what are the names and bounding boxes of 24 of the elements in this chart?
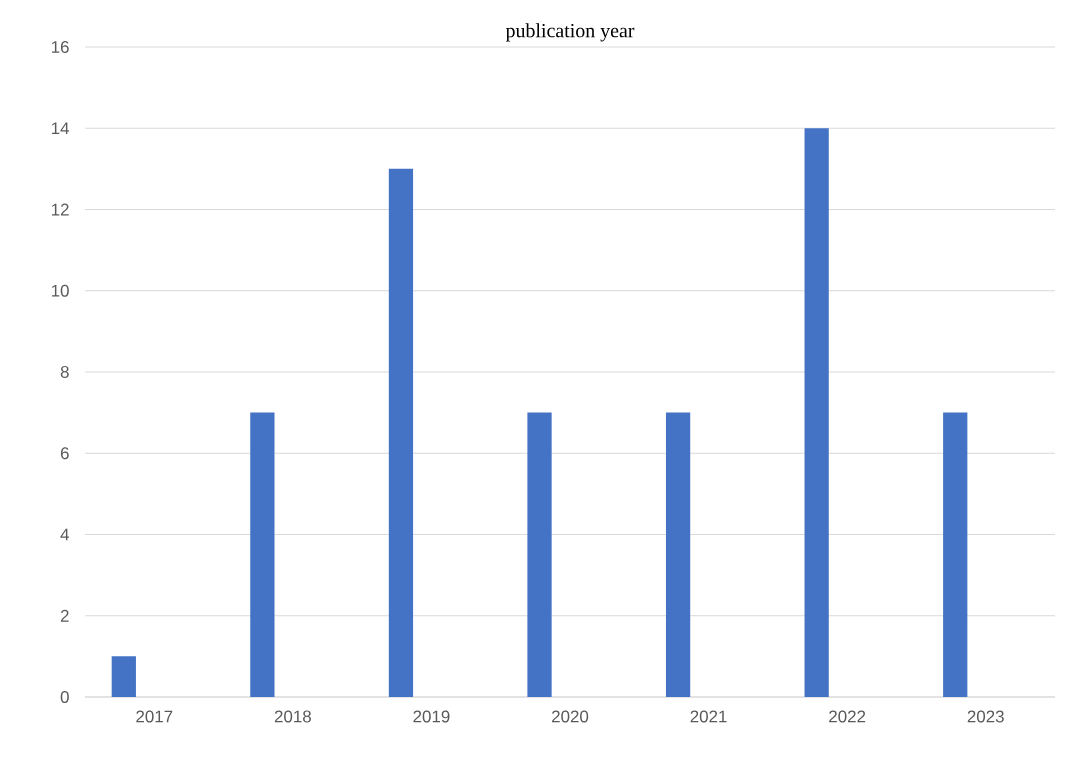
y-tick-label: 6 xyxy=(60,447,69,460)
x-tick-label: 2023 xyxy=(967,710,1004,723)
bar xyxy=(111,656,136,697)
x-tick-label: 2019 xyxy=(413,710,450,723)
y-tick-label: 4 xyxy=(60,528,69,541)
y-tick-label: 14 xyxy=(51,122,69,135)
chart-title: publication year xyxy=(505,23,635,42)
bar xyxy=(250,412,275,697)
x-tick-label: 2017 xyxy=(136,710,173,723)
bar xyxy=(943,412,968,697)
x-tick-label: 2020 xyxy=(552,710,589,723)
bar xyxy=(804,128,829,697)
y-tick-label: 12 xyxy=(51,203,69,216)
y-tick-label: 8 xyxy=(60,365,69,378)
x-tick-label: 2022 xyxy=(829,710,866,723)
x-tick-label: 2021 xyxy=(690,710,727,723)
y-tick-label: 2 xyxy=(60,609,69,622)
bar xyxy=(665,412,691,697)
bar xyxy=(388,168,414,697)
y-tick-label: 0 xyxy=(60,690,69,703)
y-tick-label: 16 xyxy=(51,40,69,53)
y-tick-label: 10 xyxy=(51,284,69,297)
bar xyxy=(527,412,552,697)
x-tick-label: 2018 xyxy=(274,710,311,723)
